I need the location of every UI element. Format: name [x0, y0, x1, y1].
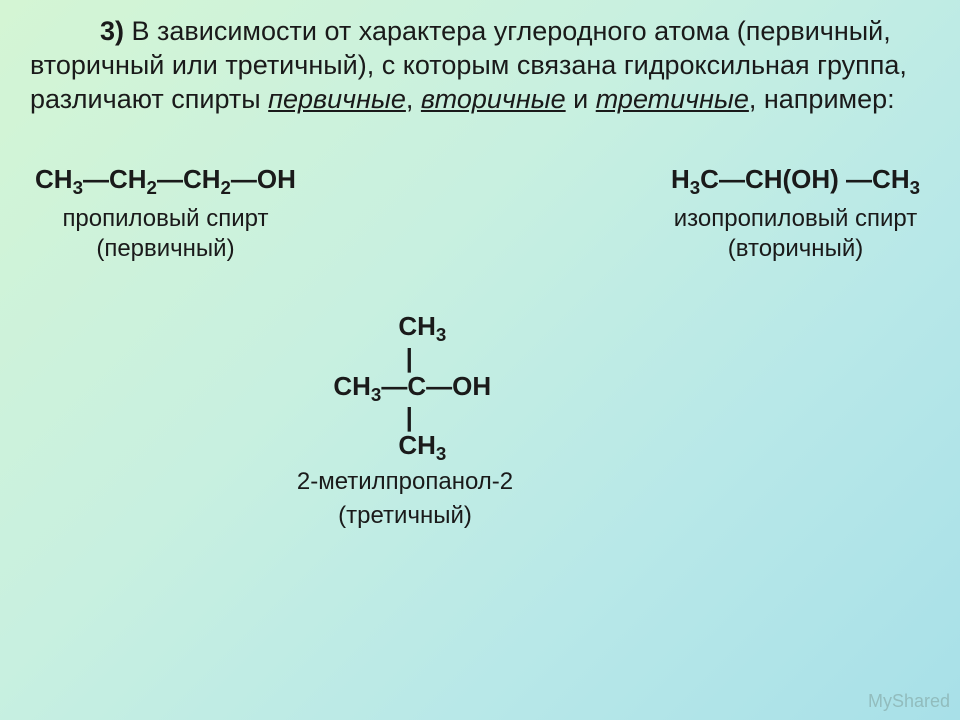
formulas-row: CH3—CH2—CH2—OH пропиловый спирт (первичн…: [30, 164, 930, 263]
slide-container: 3) В зависимости от характера углеродног…: [0, 0, 960, 540]
tertiary-formula: CH3 | CH3—C—OH | CH3: [319, 313, 491, 463]
intro-sep-2: и: [566, 84, 596, 114]
underline-secondary: вторичные: [421, 84, 566, 114]
intro-sep-1: ,: [406, 84, 421, 114]
primary-name: пропиловый спирт: [35, 205, 296, 233]
secondary-alcohol-block: H3C—CH(OH) —CH3 изопропиловый спирт (вто…: [671, 164, 920, 263]
item-number: 3): [100, 16, 124, 46]
watermark: MyShared: [868, 691, 950, 712]
tertiary-alcohol-block: CH3 | CH3—C—OH | CH3 2-метилпропанол-2 (…: [230, 313, 580, 529]
underline-tertiary: третичные: [596, 84, 749, 114]
tertiary-type: (третичный): [230, 502, 580, 530]
secondary-name: изопропиловый спирт: [671, 205, 920, 233]
secondary-formula: H3C—CH(OH) —CH3: [671, 164, 920, 199]
underline-primary: первичные: [268, 84, 406, 114]
primary-formula: CH3—CH2—CH2—OH: [35, 164, 296, 199]
secondary-type: (вторичный): [671, 235, 920, 263]
intro-text-2: , например:: [749, 84, 895, 114]
primary-type: (первичный): [35, 235, 296, 263]
tertiary-name: 2-метилпропанол-2: [230, 468, 580, 496]
intro-paragraph: 3) В зависимости от характера углеродног…: [30, 15, 930, 116]
primary-alcohol-block: CH3—CH2—CH2—OH пропиловый спирт (первичн…: [35, 164, 296, 263]
